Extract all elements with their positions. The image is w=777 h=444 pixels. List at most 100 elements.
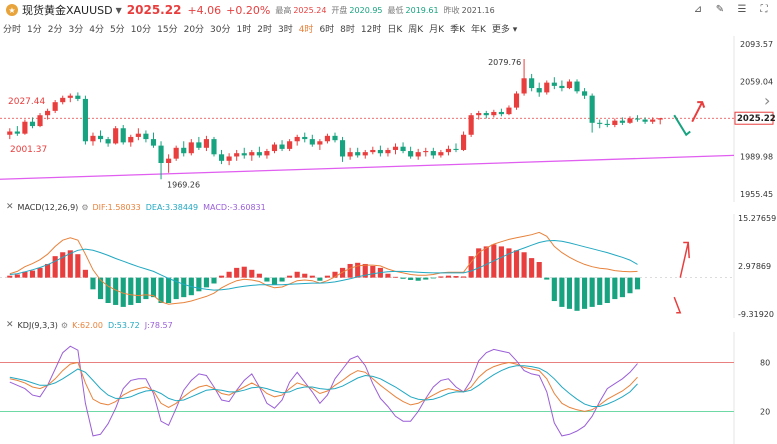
close-kdj-icon[interactable]: ✕ xyxy=(6,320,14,330)
candle-body xyxy=(302,136,308,140)
fullscreen-icon[interactable]: ⛶ xyxy=(760,4,768,15)
period-tab[interactable]: 8时 xyxy=(340,24,355,35)
candle-body xyxy=(400,146,406,152)
period-tab[interactable]: 分时 xyxy=(3,24,22,35)
candle-body xyxy=(370,149,376,153)
macd-bar xyxy=(226,271,232,278)
period-tab[interactable]: 2时 xyxy=(257,24,272,35)
candle-body xyxy=(309,139,315,145)
macd-bar xyxy=(582,277,588,309)
period-tab[interactable]: 15分 xyxy=(157,24,178,35)
candle-body xyxy=(627,118,633,123)
period-selector: 分时 1分 2分 3分 4分 5分 10分 15分 20分 30分 1时 2时 3时 4时 6时 8时 12时日… xyxy=(0,20,777,36)
macd-bar xyxy=(498,246,504,278)
period-tab[interactable]: 1时 xyxy=(236,24,252,35)
dif-line xyxy=(9,231,638,305)
low-value: 2019.61 xyxy=(405,5,439,15)
candle-body xyxy=(256,152,262,156)
macd-bar xyxy=(75,254,81,278)
period-tab[interactable]: 10分 xyxy=(130,24,152,35)
macd-settings-icon[interactable]: ⚙ xyxy=(81,202,89,212)
kdj-settings-icon[interactable]: ⚙ xyxy=(60,320,69,330)
gold-coin-icon: ★ xyxy=(6,4,18,16)
y-tick-label: 2093.57 xyxy=(740,40,773,49)
macd-y-tick: 15.27659 xyxy=(738,214,776,223)
macd-bar xyxy=(423,277,429,280)
macd-bar xyxy=(415,277,421,281)
candle-body xyxy=(657,118,663,120)
symbol-code[interactable]: XAUUSD xyxy=(66,3,113,17)
macd-bar xyxy=(529,258,535,278)
period-tab[interactable]: 5分 xyxy=(109,24,125,35)
candle-body xyxy=(249,152,255,156)
period-tab[interactable]: 2分 xyxy=(47,24,63,35)
period-tab[interactable]: 年K xyxy=(470,24,486,35)
period-tab[interactable]: 月K xyxy=(429,24,445,35)
price-change: +4.06 xyxy=(187,3,222,17)
candle-body xyxy=(612,120,618,125)
macd-bar xyxy=(559,277,565,307)
period-tab[interactable]: 4分 xyxy=(89,24,104,35)
period-tab[interactable]: 30分 xyxy=(210,24,231,35)
period-tab[interactable]: 6时 xyxy=(319,24,335,35)
period-tab[interactable]: 4时 xyxy=(298,24,314,35)
period-tab[interactable]: 12时 xyxy=(360,24,382,35)
symbol-name-cn[interactable]: 现货黄金 xyxy=(22,4,66,17)
low-annotation: 1969.26 xyxy=(167,180,200,189)
period-tab[interactable]: 日K xyxy=(387,24,403,35)
macd-bar xyxy=(181,277,187,298)
kdj-name: KDJ(9,3,3) xyxy=(17,320,58,330)
toolbar: ⊿ ✎ ☰ ⛶ xyxy=(691,3,771,17)
macd-bar xyxy=(597,277,603,305)
period-tab[interactable]: 3分 xyxy=(68,24,84,35)
price-chart[interactable]: 2079.76 1969.26 2027.44 2001.37 2093.57 2059.… xyxy=(0,36,777,202)
candle-body xyxy=(22,121,28,134)
macd-bar xyxy=(370,265,376,278)
candle-body xyxy=(120,128,126,143)
trendline xyxy=(0,154,735,180)
chevron-down-icon[interactable]: ▼ xyxy=(115,5,122,15)
candle-body xyxy=(642,119,648,122)
up-arrow-icon xyxy=(691,101,706,123)
candle-body xyxy=(634,118,641,120)
dea-line xyxy=(9,239,638,291)
prev-close-label: 昨收 xyxy=(443,5,460,15)
period-tab[interactable]: 3时 xyxy=(277,24,293,35)
macd-bar xyxy=(234,267,240,278)
period-tab[interactable]: 季K xyxy=(450,24,465,35)
period-tab[interactable]: 周K xyxy=(408,24,424,35)
y-tick-label: 1955.45 xyxy=(740,190,773,199)
candle-body xyxy=(445,148,452,153)
y-tick-label: 1989.98 xyxy=(740,153,773,162)
macd-bar xyxy=(332,271,338,278)
draw-tool-icon[interactable]: ✎ xyxy=(715,4,725,15)
macd-bar xyxy=(544,277,550,280)
macd-bar xyxy=(294,271,300,278)
candle-body xyxy=(362,152,368,156)
macd-bar xyxy=(150,277,157,298)
high-value: 2025.24 xyxy=(293,5,327,15)
candle-body xyxy=(82,98,88,142)
candle-body xyxy=(574,81,580,92)
macd-bar xyxy=(120,277,126,307)
candle-body xyxy=(294,136,300,142)
candle-body xyxy=(566,81,573,89)
macd-bar xyxy=(461,276,467,278)
settings-icon[interactable]: ☰ xyxy=(737,4,747,15)
macd-bar xyxy=(241,266,247,278)
macd-chart[interactable]: 15.27659 2.97869 -9.31920 xyxy=(0,214,777,318)
price-change-pct: +0.20% xyxy=(226,3,271,17)
macd-bar xyxy=(14,274,20,278)
candle-body xyxy=(438,152,444,156)
kdj-chart[interactable]: 80 20 xyxy=(0,332,777,444)
candle-body xyxy=(355,152,361,156)
macd-bar xyxy=(400,277,406,279)
close-macd-icon[interactable]: ✕ xyxy=(6,202,14,212)
period-tab[interactable]: 更多 ▾ xyxy=(491,24,518,35)
kdj-y-tick: 20 xyxy=(760,407,770,416)
macd-bar xyxy=(105,277,111,303)
period-tab[interactable]: 1分 xyxy=(27,24,42,35)
period-tab[interactable]: 20分 xyxy=(183,24,205,35)
macd-bar xyxy=(203,277,209,288)
indicator-tool-icon[interactable]: ⊿ xyxy=(693,4,703,15)
